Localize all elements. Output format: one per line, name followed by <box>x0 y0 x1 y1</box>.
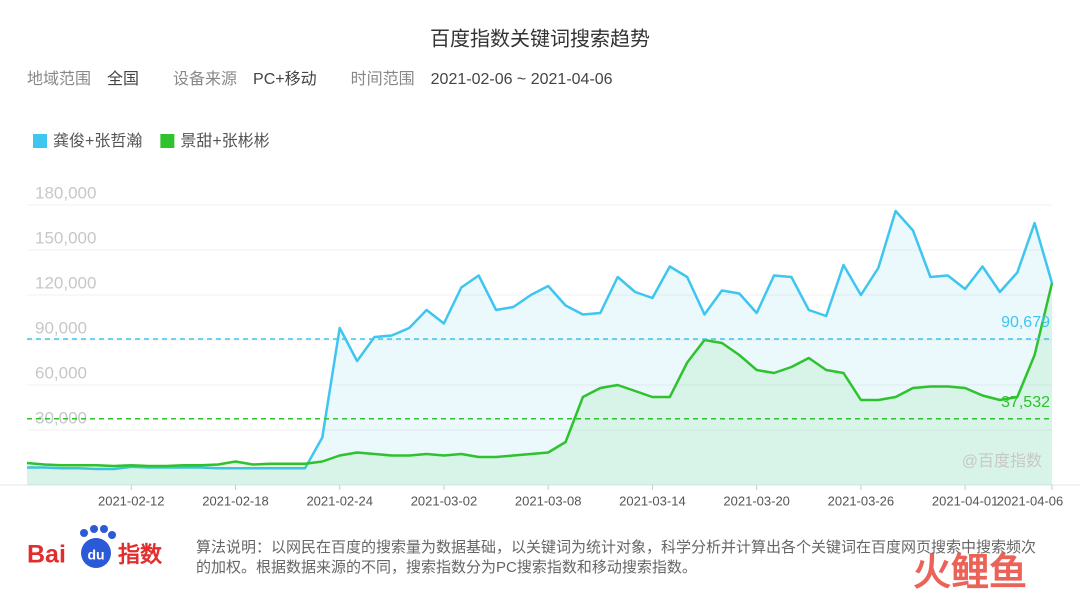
filter-value: 全国 <box>107 70 139 88</box>
x-tick-label: 2021-02-24 <box>306 493 373 508</box>
y-tick-label: 30,000 <box>35 408 87 427</box>
legend-label: 龚俊+张哲瀚 <box>53 132 142 150</box>
x-tick-label: 2021-03-02 <box>411 493 478 508</box>
x-tick-label: 2021-03-20 <box>723 493 790 508</box>
chart-title: 百度指数关键词搜索趋势 <box>430 27 650 50</box>
legend-swatch <box>160 134 175 148</box>
legend-swatch <box>33 134 47 148</box>
y-tick-label: 90,000 <box>35 318 87 337</box>
logo-suffix: 指数 <box>118 542 163 567</box>
filter-value: 2021-02-06 ~ 2021-04-06 <box>431 71 613 88</box>
filter-label: 地域范围 <box>27 70 91 88</box>
logo-badge-bg <box>81 538 111 568</box>
filter-value: PC+移动 <box>253 70 317 88</box>
filter-label: 时间范围 <box>351 70 415 88</box>
x-tick-label: 2021-02-18 <box>202 493 269 508</box>
reference-label: 37,532 <box>1001 394 1050 411</box>
line <box>26 282 1054 468</box>
footer: Bai du 指数 火鲤鱼 <box>27 525 1027 594</box>
y-tick-label: 120,000 <box>35 273 96 292</box>
area <box>27 283 1052 485</box>
x-tick-label: 2021-03-26 <box>828 493 895 508</box>
logo-dot <box>108 531 116 539</box>
x-tick-label: 2021-02-12 <box>98 493 165 508</box>
area <box>27 211 1052 485</box>
note: 算法说明：以网民在百度的搜索量为数据基础，以关键词为统计对象，科学分析并计算出各… <box>196 539 1037 576</box>
logo-dot <box>100 525 108 533</box>
filter-label: 设备来源 <box>173 70 237 88</box>
x-tick-label: 2021-04-06 <box>997 493 1064 508</box>
reference-label: 90,679 <box>1001 314 1050 331</box>
legend-label: 景甜+张彬彬 <box>180 132 269 150</box>
x-tick-label: 2021-03-08 <box>515 493 582 508</box>
brand-watermark: 火鲤鱼 <box>913 552 1027 594</box>
logo-badge: du <box>87 547 104 563</box>
watermark: @百度指数 <box>962 452 1042 470</box>
y-tick-label: 180,000 <box>35 183 96 202</box>
y-tick-label: 150,000 <box>35 228 96 247</box>
line <box>27 209 1054 471</box>
x-tick-label: 2021-03-14 <box>619 493 686 508</box>
logo-dot <box>90 525 98 533</box>
logo-text: Bai <box>27 541 66 569</box>
y-tick-label: 60,000 <box>35 363 87 382</box>
logo-dot <box>80 529 88 537</box>
x-tick-label: 2021-04-01 <box>932 493 999 508</box>
